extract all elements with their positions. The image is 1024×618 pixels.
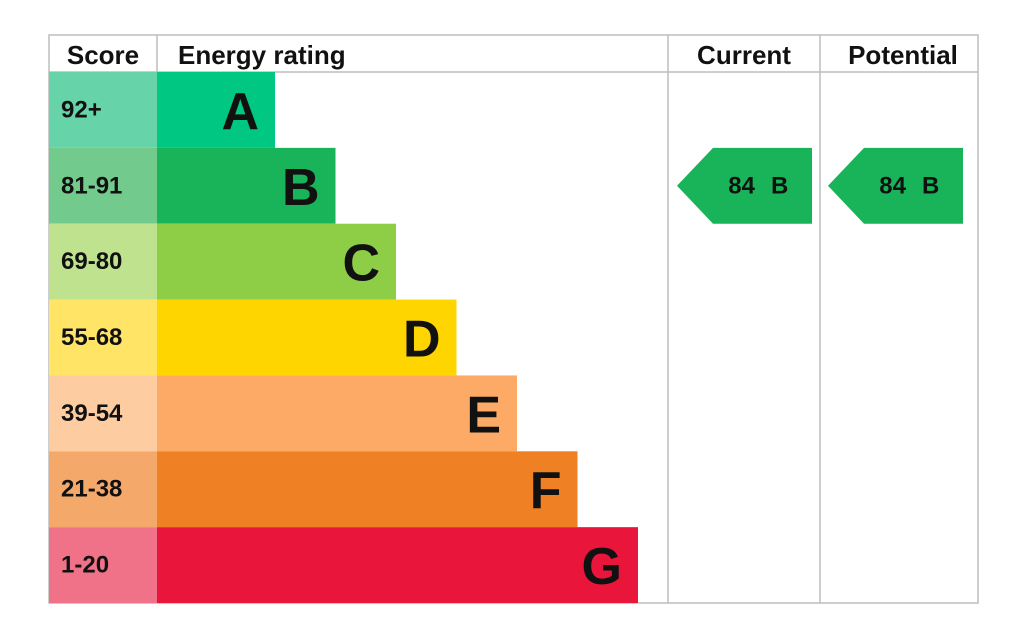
rating-letter: E xyxy=(466,386,501,444)
rating-letter: F xyxy=(530,462,562,520)
score-label: 69-80 xyxy=(61,248,122,275)
rating-letter: D xyxy=(403,311,441,369)
score-cell xyxy=(49,299,157,376)
score-label: 1-20 xyxy=(61,552,109,579)
header-score: Score xyxy=(67,40,139,70)
score-label: 92+ xyxy=(61,96,102,123)
potential-arrow xyxy=(828,147,963,224)
rating-letter: B xyxy=(282,159,320,217)
current-value: 84 xyxy=(728,172,755,199)
potential-value: 84 xyxy=(879,172,906,199)
current-arrow xyxy=(677,147,812,224)
score-cell xyxy=(49,223,157,300)
header-current: Current xyxy=(697,40,791,70)
rating-bar xyxy=(157,223,396,300)
rating-letter: A xyxy=(221,83,259,141)
score-label: 81-91 xyxy=(61,172,122,199)
score-cell xyxy=(49,451,157,528)
score-cell xyxy=(49,72,157,148)
current-letter: B xyxy=(771,172,788,199)
header-potential: Potential xyxy=(848,40,958,70)
rating-letter: C xyxy=(342,235,380,293)
score-cell xyxy=(49,527,157,604)
rating-bar xyxy=(157,527,638,604)
rating-bar xyxy=(157,147,336,224)
score-label: 55-68 xyxy=(61,324,122,351)
header-rating: Energy rating xyxy=(178,40,346,70)
rating-bar xyxy=(157,299,457,376)
score-cell xyxy=(49,375,157,452)
score-cell xyxy=(49,147,157,224)
score-label: 21-38 xyxy=(61,476,122,503)
score-label: 39-54 xyxy=(61,400,123,427)
rating-bar xyxy=(157,72,275,148)
rating-letter: G xyxy=(582,538,622,596)
rating-bar xyxy=(157,451,578,528)
potential-letter: B xyxy=(922,172,939,199)
rating-bar xyxy=(157,375,517,452)
